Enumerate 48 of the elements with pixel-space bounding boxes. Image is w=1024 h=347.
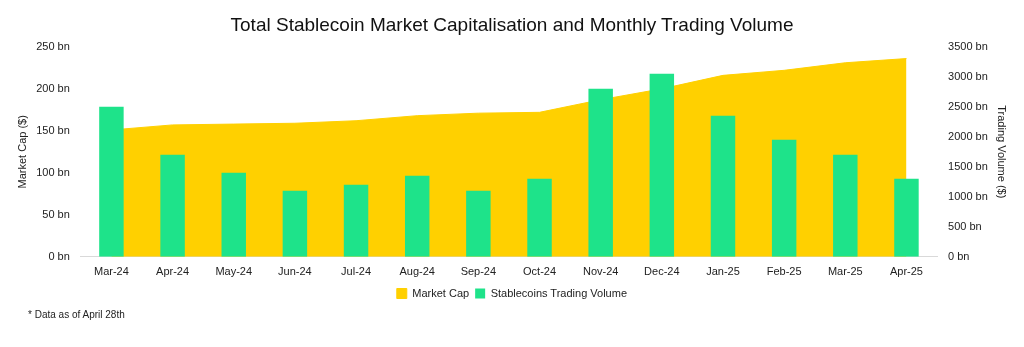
x-tick-label: Apr-25 <box>889 265 923 278</box>
bar <box>771 139 797 257</box>
x-tick-label: Sep-24 <box>460 265 497 278</box>
y2-tick-label: 0 bn <box>948 249 970 262</box>
y2-tick-label: 3500 bn <box>948 39 988 52</box>
bar <box>99 106 124 257</box>
x-tick-label: Dec-24 <box>644 265 680 278</box>
y-tick-label: 0 bn <box>48 249 70 262</box>
x-tick-label: Nov-24 <box>582 265 619 278</box>
x-tick-label: May-24 <box>215 265 253 278</box>
x-tick-label: Mar-24 <box>94 265 129 278</box>
y2-tick-label: 1000 bn <box>948 189 988 202</box>
y-tick-label: 150 bn <box>36 123 70 136</box>
y-tick-label: 200 bn <box>36 81 70 94</box>
bar <box>833 154 858 257</box>
x-tick-label: Aug-24 <box>399 265 435 278</box>
y-tick-label: 100 bn <box>36 165 70 178</box>
bar <box>588 88 613 257</box>
y-tick-label: 50 bn <box>42 207 70 220</box>
y2-tick-label: 3000 bn <box>948 69 988 82</box>
y2-axis-title: Trading Volume ($) <box>996 105 1009 199</box>
y2-tick-label: 500 bn <box>948 219 982 232</box>
bar <box>404 175 430 257</box>
bar <box>649 73 675 257</box>
x-tick-label: Feb-25 <box>766 265 802 278</box>
x-tick-label: Jul-24 <box>341 265 372 278</box>
bar <box>282 190 308 257</box>
y2-tick-label: 2500 bn <box>948 99 988 112</box>
bar <box>343 184 369 257</box>
text: * Data as of April 28th <box>28 309 126 320</box>
x-tick-label: Jun-24 <box>278 265 312 278</box>
legend-label: Stablecoins Trading Volume <box>490 286 628 299</box>
x-tick-label: Mar-25 <box>827 265 863 278</box>
bar <box>466 190 491 257</box>
x-tick-label: Apr-24 <box>156 265 190 278</box>
bar <box>527 178 552 257</box>
legend-label: Market Cap <box>412 286 470 299</box>
y2-tick-label: 1500 bn <box>948 159 988 172</box>
bar <box>894 178 919 257</box>
bar <box>160 154 185 257</box>
chart-title: Total Stablecoin Market Capitalisation and Monthly Trading Volume <box>230 13 794 35</box>
x-tick-label: Jan-25 <box>706 265 740 278</box>
x-tick-label: Oct-24 <box>523 265 557 278</box>
bar <box>710 115 736 257</box>
y2-tick-label: 2000 bn <box>948 129 988 142</box>
bar <box>221 172 246 257</box>
y-axis-title: Market Cap ($) <box>15 115 28 189</box>
y-tick-label: 250 bn <box>36 39 70 52</box>
